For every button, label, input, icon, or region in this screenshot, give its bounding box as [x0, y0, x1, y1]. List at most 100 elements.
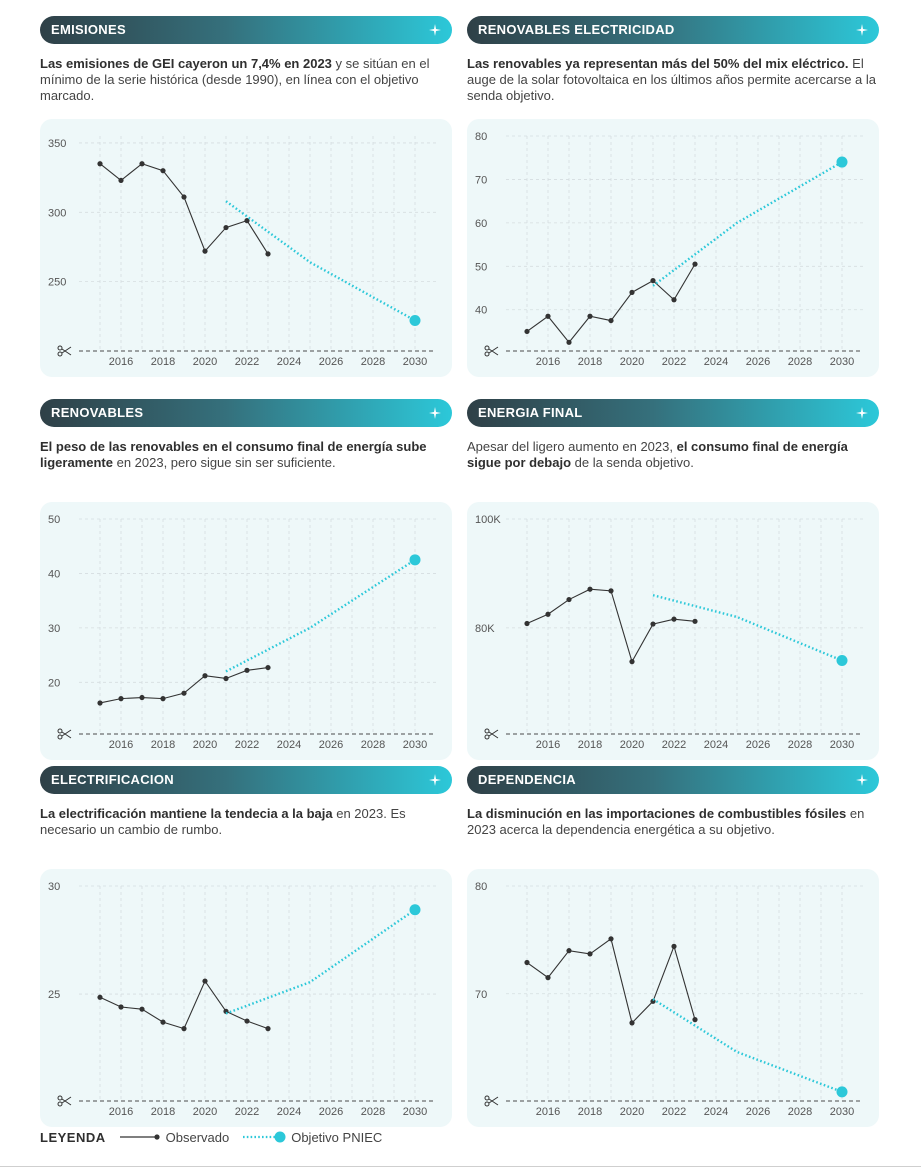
plus-icon[interactable]	[427, 22, 443, 38]
panel-renovables: RENOVABLES El peso de las renovables en …	[40, 399, 452, 760]
x-tick-label: 2020	[620, 356, 644, 368]
y-tick-label: 250	[48, 277, 66, 289]
panel-energia-final: ENERGIA FINAL Apesar del ligero aumento …	[467, 399, 879, 760]
x-tick-label: 2018	[151, 1106, 175, 1118]
observed-point	[545, 611, 551, 617]
observed-point	[545, 975, 551, 981]
y-tick-label: 50	[48, 514, 60, 526]
x-tick-label: 2022	[235, 356, 259, 368]
legend-item-target: Objetivo PNIEC	[243, 1130, 382, 1145]
x-tick-label: 2030	[830, 1106, 854, 1118]
panel-description: El peso de las renovables en el consumo …	[40, 439, 452, 471]
y-tick-label: 80	[475, 881, 487, 893]
plus-icon[interactable]	[854, 22, 870, 38]
chart-svg: 250 300 350 2016 2018 2020 2022 2024 2026 2028 203…	[48, 136, 436, 368]
panel-header[interactable]: EMISIONES	[40, 16, 452, 44]
scissors-icon	[484, 1095, 499, 1107]
observed-point	[223, 675, 229, 682]
x-tick-label: 2028	[788, 356, 812, 368]
panel-description: La disminución en las importaciones de c…	[467, 806, 879, 838]
observed-point	[244, 667, 250, 673]
chart-svg: 70 80 2016 2018 2020 2022 2024 2026 2028 2030	[475, 881, 863, 1118]
observed-point	[524, 959, 530, 966]
x-tick-label: 2028	[361, 739, 385, 751]
observed-point	[181, 690, 187, 696]
x-tick-label: 2026	[746, 356, 770, 368]
observed-point	[265, 664, 271, 671]
y-tick-label: 350	[48, 138, 66, 150]
target-end-point	[409, 904, 421, 916]
panel-electrificacion: ELECTRIFICACION La electrificación manti…	[40, 766, 452, 1127]
x-tick-label: 2026	[746, 1106, 770, 1118]
x-tick-label: 2030	[830, 356, 854, 368]
x-tick-label: 2024	[704, 1106, 728, 1118]
x-tick-label: 2022	[235, 1106, 259, 1118]
observed-point	[223, 224, 229, 231]
chart-dependencia: 70 80 2016 2018 2020 2022 2024 2026 2028 2030	[467, 869, 879, 1127]
observed-point	[97, 161, 103, 167]
y-tick-label: 50	[475, 261, 487, 273]
chart-energia-final: 80K 100K 2016 2018 2020 2022 2024 2026 2028 2030	[467, 502, 879, 760]
panel-header[interactable]: DEPENDENCIA	[467, 766, 879, 794]
observed-point	[629, 1020, 635, 1026]
observed-point	[566, 339, 572, 345]
observed-point	[244, 1018, 250, 1024]
description-text: en 2023 acerca la dependencia energética…	[467, 806, 865, 837]
panel-header[interactable]: ENERGIA FINAL	[467, 399, 879, 427]
x-tick-label: 2028	[788, 739, 812, 751]
observed-point	[692, 261, 698, 267]
x-tick-label: 2018	[151, 356, 175, 368]
observed-point	[524, 328, 530, 335]
scissors-icon	[484, 728, 499, 740]
panel-header[interactable]: ELECTRIFICACION	[40, 766, 452, 794]
x-tick-label: 2016	[536, 1106, 560, 1118]
x-tick-label: 2030	[830, 739, 854, 751]
observed-point	[139, 1006, 145, 1012]
observed-point	[265, 1026, 271, 1032]
x-tick-label: 2024	[704, 739, 728, 751]
observed-point	[160, 696, 166, 702]
y-tick-label: 70	[475, 174, 487, 186]
panel-header[interactable]: RENOVABLES	[40, 399, 452, 427]
x-tick-label: 2024	[277, 1106, 301, 1118]
description-text: en 2023. Es necesario un cambio de rumbo…	[40, 806, 406, 837]
observed-point	[692, 618, 698, 624]
x-tick-label: 2026	[319, 739, 343, 751]
description-text: El peso de las renovables en el consumo …	[40, 439, 427, 470]
observed-point	[97, 700, 103, 706]
plus-icon[interactable]	[427, 772, 443, 788]
plus-icon[interactable]	[854, 405, 870, 421]
observed-point	[118, 696, 124, 702]
x-tick-label: 2022	[662, 1106, 686, 1118]
chart-electrificacion: 25 30 2016 2018 2020 2022 2024 2026 2028 2030	[40, 869, 452, 1127]
target-series-line	[225, 558, 416, 673]
y-tick-label: 60	[475, 218, 487, 230]
plus-icon[interactable]	[854, 772, 870, 788]
target-end-point	[409, 314, 421, 326]
observed-point	[139, 694, 145, 701]
panel-header[interactable]: RENOVABLES ELECTRICIDAD	[467, 16, 879, 44]
observed-point	[265, 251, 271, 257]
description-text: Las emisiones de GEI cayeron un 7,4% en …	[40, 56, 332, 71]
x-tick-label: 2018	[151, 739, 175, 751]
x-tick-label: 2030	[403, 739, 427, 751]
observed-point	[202, 248, 208, 254]
panel-title: EMISIONES	[51, 22, 126, 37]
observed-series-line	[99, 667, 269, 704]
observed-point	[608, 317, 614, 324]
observed-point	[587, 313, 593, 319]
x-tick-label: 2024	[277, 739, 301, 751]
x-tick-label: 2022	[662, 356, 686, 368]
chart-renovables: 20 30 40 50 2016 2018 2020 2022 2024 2026 2028 2030	[40, 502, 452, 760]
chart-svg: 25 30 2016 2018 2020 2022 2024 2026 2028 2030	[48, 881, 436, 1118]
observed-point	[139, 161, 145, 167]
panel-title: DEPENDENCIA	[478, 772, 576, 787]
scissors-icon	[57, 345, 72, 357]
x-tick-label: 2024	[277, 356, 301, 368]
y-tick-label: 40	[48, 568, 60, 580]
plus-icon[interactable]	[427, 405, 443, 421]
x-tick-label: 2020	[193, 739, 217, 751]
target-series-line	[225, 908, 416, 1015]
y-tick-label: 70	[475, 989, 487, 1001]
y-tick-label: 20	[48, 677, 60, 689]
